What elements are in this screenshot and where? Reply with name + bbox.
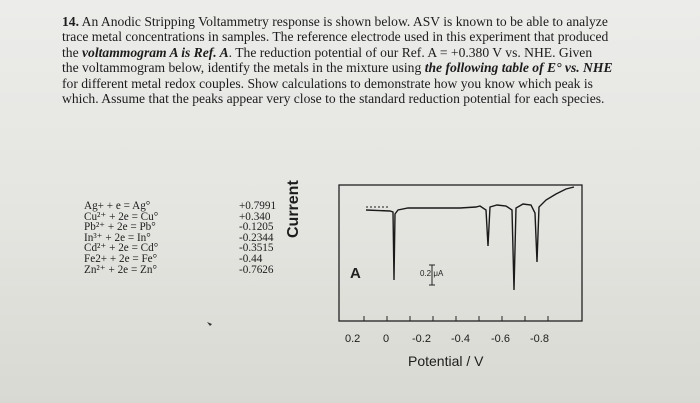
reaction-cell: In³⁺ + 2e = In° [84,231,151,244]
x-tick-label: 0.2 [345,333,361,345]
table-row: Cu²⁺ + 2e = Cu° +0.340 [84,210,299,223]
reaction-cell: Pb²⁺ + 2e = Pb° [84,221,156,234]
question-line: the voltammogram A is Ref. A. The reduct… [62,44,593,60]
x-tick-label: -0.6 [491,333,510,345]
x-axis-ticks [363,316,549,321]
question-line: 14. An Anodic Stripping Voltammetry resp… [62,14,608,29]
cursor-mark-icon [207,322,212,326]
x-tick-label: -0.4 [451,333,470,345]
table-row: Zn²⁺ + 2e = Zn° -0.7626 [84,263,299,276]
reaction-cell: Ag+ + e = Ag° [84,200,151,212]
potential-cell: -0.1205 [239,221,274,234]
potential-cell: +0.7991 [239,200,277,212]
potential-cell: -0.7626 [239,263,274,276]
question-line: the voltammogram below, identify the met… [62,60,613,76]
x-tick-label: -0.8 [530,333,549,345]
question-line: trace metal concentrations in samples. T… [62,29,609,45]
table-row: In³⁺ + 2e = In° -0.2344 [84,231,299,244]
potential-cell: +0.340 [239,210,271,223]
reduction-potential-table: Ag+ + e = Ag° +0.7991 Cu²⁺ + 2e = Cu° +0.3… [84,201,299,275]
question-line: for different metal redox couples. Show … [62,75,593,91]
x-axis-label: Potential / V [408,353,484,369]
reaction-cell: Fe2+ + 2e = Fe° [84,252,158,265]
scale-bar-label: 0.2 μA [420,269,444,278]
current-scale-bar [429,264,435,286]
plot-frame [338,184,583,322]
question-text: 14. An Anodic Stripping Voltammetry resp… [62,14,662,106]
x-tick-label: 0 [383,333,390,345]
reaction-cell: Zn²⁺ + 2e = Zn° [84,263,157,276]
table-row: Fe2+ + 2e = Fe° -0.44 [84,254,299,265]
potential-cell: -0.44 [239,252,263,265]
table-row: Pb²⁺ + 2e = Pb° -0.1205 [84,222,299,233]
x-tick-label: -0.2 [412,333,431,345]
reaction-cell: Cd²⁺ + 2e = Cd° [84,242,159,255]
voltammogram-trace [365,186,575,291]
table-row: Ag+ + e = Ag° +0.7991 [84,201,299,212]
panel-label: A [350,265,361,282]
reaction-cell: Cu²⁺ + 2e = Cu° [84,210,159,223]
potential-cell: -0.2344 [239,231,274,244]
potential-cell: -0.3515 [239,242,274,255]
question-line: which. Assume that the peaks appear very… [62,91,605,107]
table-row: Cd²⁺ + 2e = Cd° -0.3515 [84,243,299,254]
question-number: 14. [62,14,79,29]
